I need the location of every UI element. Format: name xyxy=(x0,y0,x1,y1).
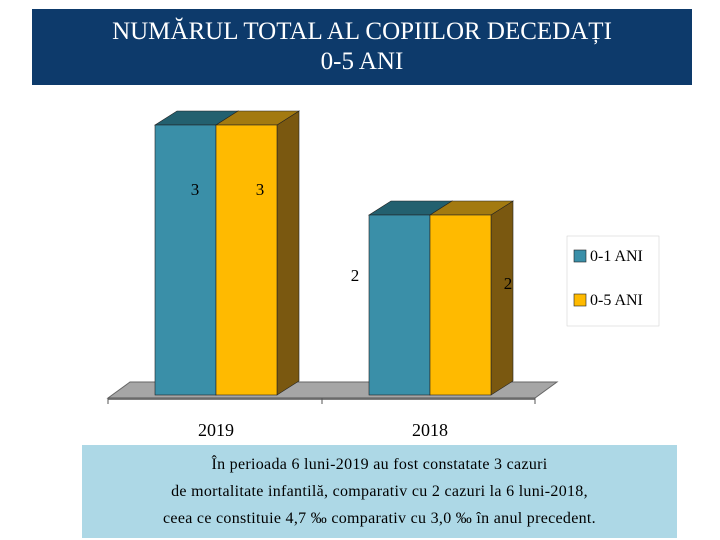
bar-2018-s2 xyxy=(429,214,492,396)
legend-swatch-s1 xyxy=(573,249,587,263)
note-line-1: În perioada 6 luni-2019 au fost constata… xyxy=(211,456,548,473)
legend-label-s2: 0-5 ANI xyxy=(590,292,643,309)
legend-label-s1: 0-1 ANI xyxy=(590,248,643,265)
bar-2019-s2-side xyxy=(276,110,300,396)
note-box: În perioada 6 luni-2019 au fost constata… xyxy=(82,445,677,538)
note-line-2: de mortalitate infantilă, comparativ cu … xyxy=(171,483,588,500)
data-label-2019-s2: 3 xyxy=(256,180,265,199)
chart-title-line-2: 0-5 ANI xyxy=(320,48,404,75)
x-tick-label-2018: 2018 xyxy=(412,420,448,440)
bar-2019-s1 xyxy=(154,124,217,396)
bar-2019-s2 xyxy=(215,124,278,396)
note-line-3: ceea ce constituie 4,7 ‰ comparativ cu 3… xyxy=(163,510,596,527)
bar-2018-s1 xyxy=(368,214,431,396)
data-label-2018-s1: 2 xyxy=(351,266,360,285)
legend-swatch-s2 xyxy=(573,293,587,307)
chart-title-box: NUMĂRUL TOTAL AL COPIILOR DECEDAȚI 0-5 A… xyxy=(32,9,692,85)
x-tick-label-2019: 2019 xyxy=(198,420,234,440)
data-label-2018-s2: 2 xyxy=(504,274,513,293)
chart-title-line-1: NUMĂRUL TOTAL AL COPIILOR DECEDAȚI xyxy=(112,18,612,45)
bar-2018-s2-side xyxy=(490,200,514,396)
data-label-2019-s1: 3 xyxy=(191,180,200,199)
